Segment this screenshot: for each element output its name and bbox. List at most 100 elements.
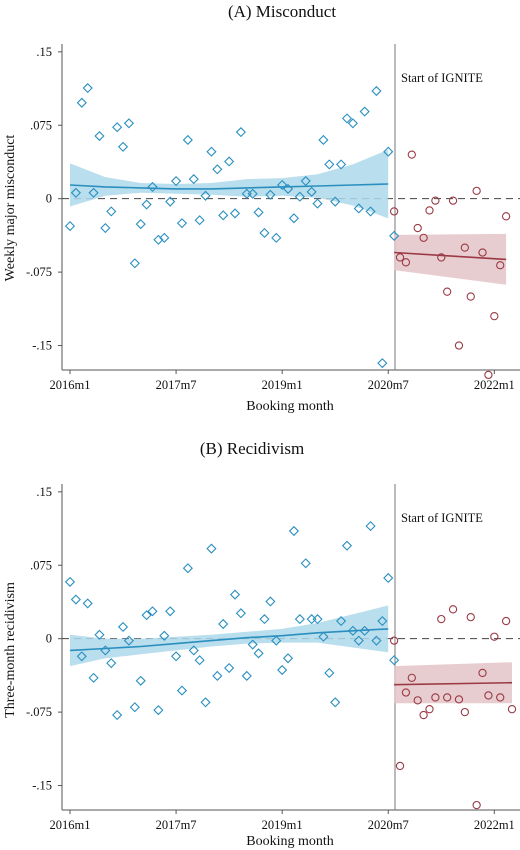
pre-data-point: [265, 596, 276, 607]
pre-data-point: [100, 645, 111, 656]
pre-data-point: [306, 614, 317, 625]
x-tick-label: 2022m1: [474, 818, 515, 832]
y-tick-label: -.15: [32, 339, 52, 353]
pre-data-point: [282, 653, 294, 664]
pre-data-point: [188, 645, 199, 656]
post-data-point: [460, 243, 470, 252]
y-tick-label: .075: [30, 118, 52, 132]
pre-data-point: [171, 651, 182, 662]
x-tick-label: 2019m1: [262, 818, 303, 832]
pre-data-point: [159, 630, 170, 641]
pre-data-point: [294, 614, 305, 625]
post-data-point: [437, 614, 446, 624]
pre-data-point: [117, 141, 129, 152]
x-tick-label: 2020m7: [368, 818, 409, 832]
pre-data-point: [112, 122, 123, 133]
pre-data-point: [194, 215, 205, 226]
post-data-point: [407, 673, 416, 682]
pre-data-point: [341, 540, 353, 551]
pre-data-point: [324, 667, 335, 679]
pre-data-point: [312, 614, 323, 625]
post-confidence-band: [394, 662, 512, 704]
pre-data-point: [353, 635, 364, 646]
y-tick-label: .15: [36, 45, 52, 59]
post-data-point: [425, 705, 434, 714]
y-axis-label: Three-month recidivism: [3, 582, 18, 718]
pre-data-point: [318, 134, 329, 146]
pre-data-point: [224, 662, 235, 674]
pre-data-point: [359, 106, 370, 117]
pre-data-point: [200, 697, 211, 708]
pre-confidence-band: [70, 149, 389, 219]
pre-data-point: [141, 199, 152, 210]
pre-data-point: [277, 179, 288, 191]
pre-data-point: [365, 206, 376, 217]
pre-data-point: [371, 635, 382, 646]
post-data-point: [466, 292, 475, 301]
pre-confidence-band: [70, 605, 389, 667]
pre-data-point: [123, 635, 135, 646]
post-data-point: [437, 253, 446, 262]
y-tick-label: .15: [36, 485, 52, 499]
post-data-point: [425, 206, 434, 215]
post-data-point: [472, 800, 481, 810]
pre-data-point: [247, 188, 258, 199]
post-data-point: [419, 233, 428, 242]
pre-data-point: [359, 625, 370, 636]
post-data-point: [448, 605, 458, 614]
pre-data-point: [117, 621, 129, 633]
x-tick-label: 2017m7: [156, 378, 197, 392]
post-data-point: [501, 212, 511, 221]
pre-data-point: [224, 156, 235, 167]
pre-data-point: [312, 198, 323, 209]
pre-data-point: [200, 190, 211, 201]
pre-data-point: [271, 635, 282, 646]
x-tick-label: 2017m7: [156, 818, 197, 832]
pre-data-point: [206, 146, 217, 157]
post-data-point: [472, 186, 481, 195]
post-data-point: [454, 695, 464, 704]
pre-data-point: [318, 631, 329, 642]
post-data-point: [496, 261, 505, 270]
post-data-point: [401, 258, 411, 267]
pre-data-point: [300, 175, 311, 187]
post-data-point: [419, 710, 428, 720]
pre-data-point: [147, 606, 158, 617]
pre-data-point: [383, 146, 394, 157]
y-tick-label: -.075: [26, 705, 52, 719]
pre-data-point: [64, 221, 76, 232]
post-data-point: [466, 612, 475, 622]
pre-data-point: [371, 85, 382, 97]
pre-data-point: [194, 655, 205, 666]
pre-data-point: [377, 615, 388, 627]
pre-data-point: [106, 658, 117, 669]
x-tick-label: 2019m1: [262, 378, 303, 392]
pre-data-point: [365, 521, 376, 532]
pre-data-point: [123, 118, 135, 129]
pre-data-point: [383, 572, 394, 584]
y-axis-label: Weekly major misconduct: [3, 135, 18, 282]
pre-data-point: [389, 230, 400, 241]
post-data-point: [448, 196, 458, 205]
ignite-annotation: Start of IGNITE: [401, 71, 483, 85]
post-data-point: [490, 632, 499, 641]
x-axis-label: Booking month: [246, 399, 334, 414]
pre-data-point: [288, 525, 300, 537]
pre-data-point: [271, 232, 282, 243]
panel-title: (A) Misconduct: [228, 2, 336, 21]
post-data-point: [431, 693, 440, 702]
pre-data-point: [259, 614, 270, 625]
pre-data-point: [76, 97, 87, 108]
pre-data-point: [377, 358, 388, 369]
pre-data-point: [165, 196, 176, 207]
pre-data-point: [188, 174, 199, 185]
pre-data-point: [100, 222, 111, 234]
pre-data-point: [294, 191, 305, 202]
pre-data-point: [82, 82, 93, 94]
pre-data-point: [336, 159, 347, 170]
pre-data-point: [176, 685, 188, 696]
pre-data-point: [282, 183, 294, 194]
pre-data-point: [159, 232, 170, 243]
pre-data-point: [182, 563, 193, 574]
